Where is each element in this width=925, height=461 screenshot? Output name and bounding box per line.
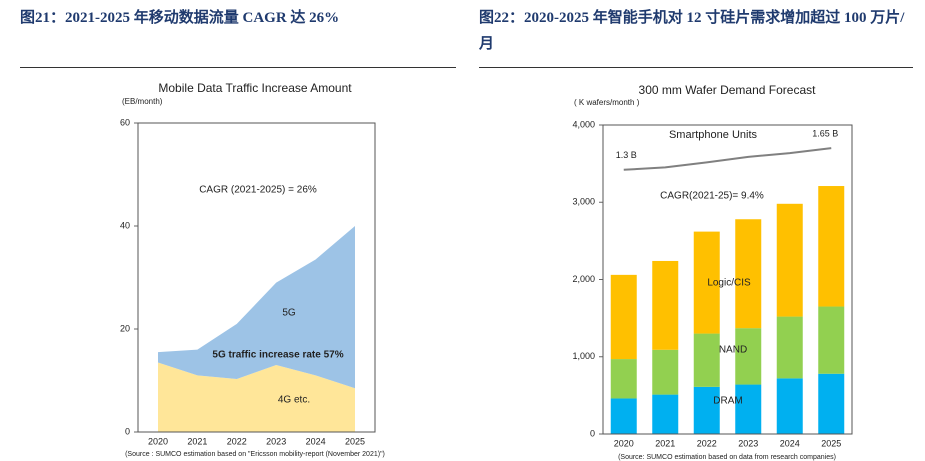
y-tick-label: 4,000 <box>572 119 595 129</box>
y-tick-label: 40 <box>120 220 130 230</box>
y-tick-label: 0 <box>590 428 595 438</box>
annotation: CAGR (2021-2025) = 26% <box>199 185 317 196</box>
y-tick-label: 60 <box>120 117 130 127</box>
x-tick-label: 2025 <box>345 436 365 446</box>
source: (Source : SUMCO estimation based on "Eri… <box>125 451 385 458</box>
x-tick-label: 2020 <box>614 438 634 448</box>
chart-title: Mobile Data Traffic Increase Amount <box>158 81 352 95</box>
bar <box>652 349 679 395</box>
rule <box>20 67 456 68</box>
y-tick-label: 2,000 <box>572 274 595 284</box>
x-tick-label: 2021 <box>655 438 675 448</box>
x-tick-label: 2024 <box>306 436 326 446</box>
y-tick-label: 0 <box>125 426 130 436</box>
x-tick-label: 2020 <box>148 436 168 446</box>
bar <box>693 231 720 334</box>
area <box>158 226 355 389</box>
bar <box>652 394 679 434</box>
bar <box>776 203 803 317</box>
plot-frame <box>602 124 853 435</box>
series-label: 5G <box>282 308 296 319</box>
bar <box>693 333 720 387</box>
x-tick-label: 2021 <box>187 436 207 446</box>
bar <box>735 219 762 329</box>
y-axis-label: (EB/month) <box>122 97 163 106</box>
x-tick-label: 2023 <box>266 436 286 446</box>
bar <box>610 359 637 399</box>
y-tick-label: 20 <box>120 323 130 333</box>
bar <box>610 398 637 434</box>
data-label: 1.3 B <box>616 150 637 160</box>
annotation: 5G traffic increase rate 57% <box>212 350 343 361</box>
bar <box>776 378 803 434</box>
x-tick-label: 2022 <box>697 438 717 448</box>
line-name: Smartphone Units <box>669 129 758 141</box>
y-axis-label: ( K wafers/month ) <box>574 98 640 107</box>
y-tick-label: 1,000 <box>572 351 595 361</box>
bar <box>818 306 845 374</box>
annotation: CAGR(2021-25)= 9.4% <box>660 191 764 202</box>
x-tick-label: 2025 <box>821 438 841 448</box>
rule <box>479 67 913 68</box>
x-tick-label: 2023 <box>738 438 758 448</box>
bar <box>652 260 679 350</box>
bar <box>735 328 762 385</box>
bar <box>735 384 762 434</box>
series-label: NAND <box>719 345 747 356</box>
plot-frame <box>137 122 376 433</box>
y-tick-label: 3,000 <box>572 197 595 207</box>
x-tick-label: 2024 <box>780 438 800 448</box>
caption: 图22：2020-2025 年智能手机对 12 寸硅片需求增加超过 100 万片… <box>479 10 905 52</box>
source: (Source: SUMCO estimation based on data … <box>618 454 836 461</box>
bar <box>610 274 637 360</box>
series-label: Logic/CIS <box>707 278 751 289</box>
chart-title: 300 mm Wafer Demand Forecast <box>639 83 817 97</box>
bar <box>693 386 720 434</box>
series-label: DRAM <box>713 396 742 407</box>
area <box>158 362 355 432</box>
x-tick-label: 2022 <box>227 436 247 446</box>
bar <box>776 316 803 379</box>
bar <box>818 186 845 307</box>
caption: 图21：2021-2025 年移动数据流量 CAGR 达 26% <box>20 10 340 26</box>
line <box>623 147 832 171</box>
series-label: 4G etc. <box>278 395 310 406</box>
data-label: 1.65 B <box>812 129 838 139</box>
bar <box>818 373 845 434</box>
